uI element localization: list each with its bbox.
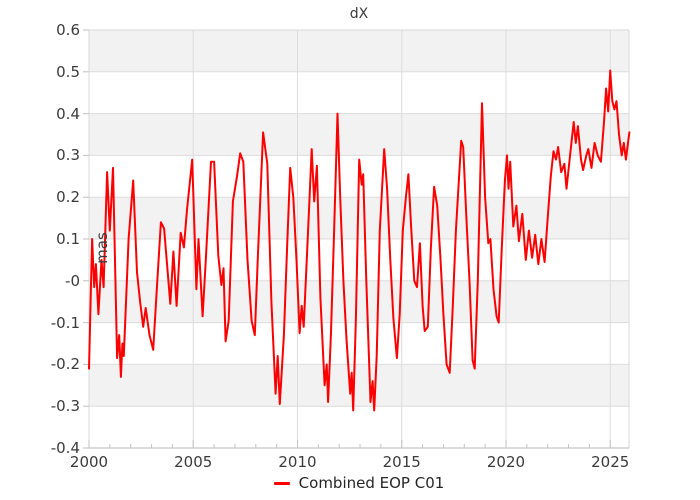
legend: Combined EOP C01 bbox=[89, 474, 629, 492]
background-band bbox=[89, 364, 629, 407]
y-axis-title: mas bbox=[93, 232, 111, 264]
chart-title: dX bbox=[349, 6, 369, 22]
x-tick-label: 2010 bbox=[278, 453, 317, 471]
x-tick-label: 2000 bbox=[69, 453, 109, 471]
y-tick-label: -0.3 bbox=[50, 397, 80, 416]
y-tick-label: 0.4 bbox=[56, 104, 80, 123]
y-tick-label: 0.2 bbox=[56, 188, 80, 207]
y-tick-label: 0.5 bbox=[56, 62, 80, 81]
legend-line-swatch bbox=[273, 481, 290, 485]
background-band bbox=[89, 280, 629, 323]
y-tick-label: -0.4 bbox=[50, 439, 80, 457]
y-tick-label: 0.1 bbox=[56, 230, 80, 248]
y-tick-label: -0 bbox=[65, 271, 80, 290]
y-tick-label: 0.6 bbox=[56, 21, 80, 39]
x-tick-label: 2005 bbox=[174, 453, 213, 471]
background-band bbox=[89, 30, 629, 72]
x-tick-label: 2015 bbox=[382, 453, 421, 471]
background-band bbox=[89, 113, 629, 156]
y-tick-label: -0.1 bbox=[50, 313, 80, 332]
data-line-combined-eop-c01 bbox=[88, 69, 631, 412]
y-tick-label: -0.2 bbox=[50, 355, 80, 374]
y-tick-label: 0.3 bbox=[56, 146, 80, 165]
legend-label: Combined EOP C01 bbox=[298, 474, 445, 492]
x-tick-label: 2025 bbox=[591, 453, 630, 471]
x-tick-label: 2020 bbox=[486, 453, 526, 471]
